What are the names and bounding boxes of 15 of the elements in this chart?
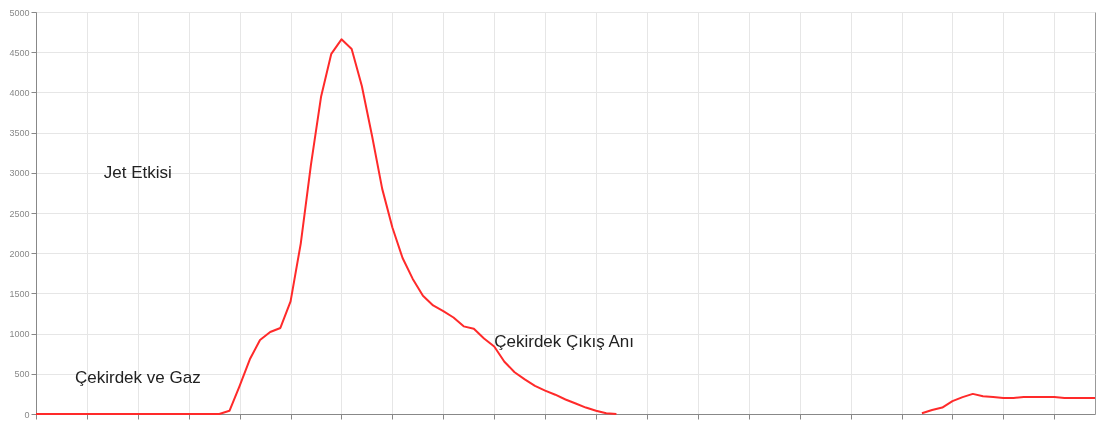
line-series: [920, 392, 1096, 415]
y-tick-label: 4500: [9, 47, 30, 58]
y-tick-label: 0: [24, 409, 30, 420]
y-tick-label: 2500: [9, 208, 30, 219]
y-tick-label: 1500: [9, 288, 30, 299]
y-tick-label: 4000: [9, 87, 30, 98]
y-tick-label: 2000: [9, 248, 30, 259]
y-tick-label: 1000: [9, 329, 30, 340]
y-tick-label: 3500: [9, 128, 30, 139]
y-tick-label: 5000: [9, 7, 30, 18]
annotation: Çekirdek ve Gaz: [74, 367, 201, 387]
annotation: Çekirdek Çıkış Anı: [494, 331, 635, 351]
y-tick-label: 3000: [9, 168, 30, 179]
annotation: Jet Etkisi: [103, 162, 172, 182]
y-tick-label: 500: [14, 369, 30, 380]
